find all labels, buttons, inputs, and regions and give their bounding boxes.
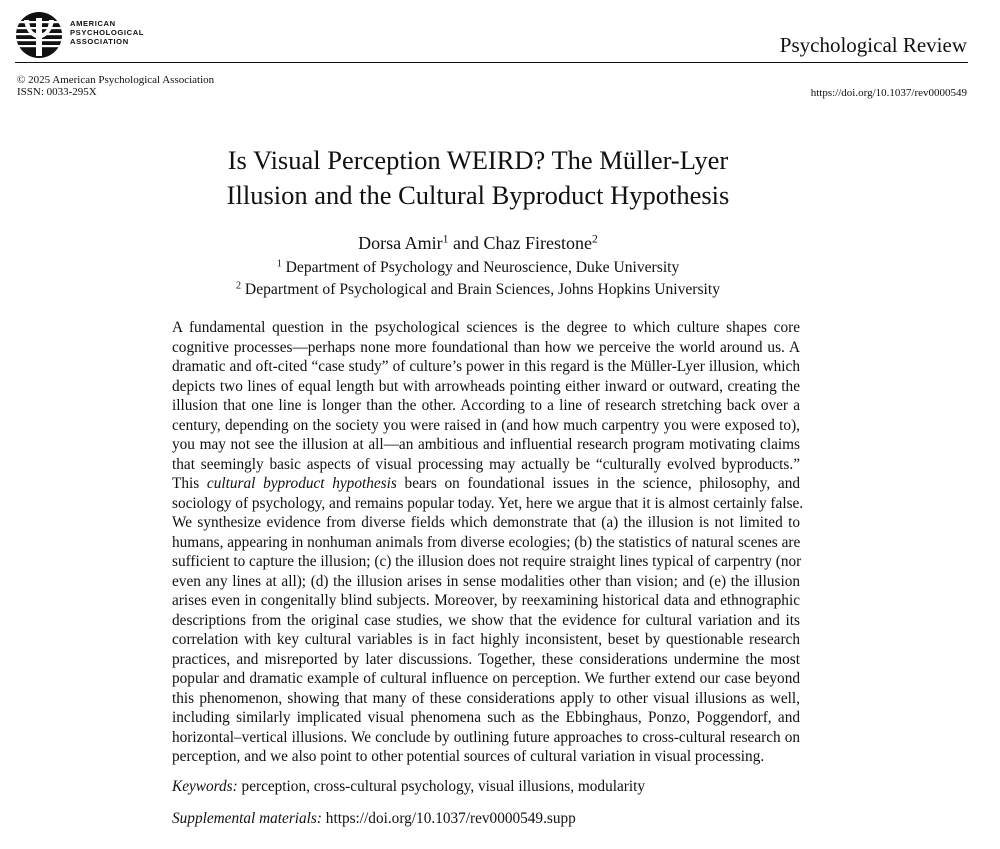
issn: ISSN: 0033-295X — [17, 86, 97, 98]
abstract-line: A fundamental question in the psychologi… — [172, 319, 800, 336]
copyright-block: © 2025 American Psychological Associatio… — [17, 74, 214, 98]
abstract-line: this phenomenon, showing that many of th… — [172, 689, 800, 707]
abstract-line: cognitive processes—perhaps none more fo… — [172, 338, 800, 356]
publisher-line: PSYCHOLOGICAL — [70, 28, 145, 37]
abstract-line: even any lines at all); (d) the illusion… — [172, 572, 800, 590]
authors: Dorsa Amir1 and Chaz Firestone2 — [0, 233, 956, 254]
copyright: © 2025 American Psychological Associatio… — [17, 74, 215, 86]
abstract-line: dramatic and oft-cited “case study” of c… — [172, 358, 800, 375]
abstract-line: We synthesize evidence from diverse fiel… — [172, 514, 800, 531]
abstract-text: bears on foundational issues in the scie… — [396, 475, 800, 492]
article-title: Is Visual Perception WEIRD? The Müller-L… — [0, 143, 956, 213]
supplemental-materials: Supplemental materials: https://doi.org/… — [172, 810, 576, 828]
abstract-line: that seemingly basic aspects of visual p… — [172, 455, 800, 473]
affiliation-sup: 2 — [235, 280, 242, 292]
affiliation: 1 Department of Psychology and Neuroscie… — [0, 259, 956, 277]
publisher-line: ASSOCIATION — [70, 37, 129, 46]
abstract-line: depicts two lines of equal length but wi… — [172, 377, 800, 395]
header-rule — [15, 62, 968, 63]
affiliation-sup: 1 — [276, 258, 282, 270]
abstract-line: horizontal–vertical illusions. We conclu… — [172, 728, 800, 746]
title-line: Illusion and the Cultural Byproduct Hypo… — [226, 180, 730, 210]
abstract-line: you may not see the illusion at all—an a… — [172, 436, 800, 453]
publisher-line: AMERICAN — [70, 19, 116, 28]
abstract-line: sociology of psychology, and remains pop… — [172, 494, 804, 512]
abstract-italic-term: cultural byproduct hypothesis — [206, 475, 397, 492]
author-sup: 2 — [591, 232, 598, 246]
title-line: Is Visual Perception WEIRD? The Müller-L… — [227, 145, 729, 175]
abstract-line: arises even in congenitally blind subjec… — [172, 592, 800, 609]
abstract-line: illusion that one line is longer than th… — [172, 397, 800, 414]
abstract: A fundamental question in the psychologi… — [172, 318, 804, 767]
keywords: Keywords: perception, cross-cultural psy… — [172, 778, 645, 796]
publisher-name: AMERICAN PSYCHOLOGICAL ASSOCIATION — [70, 19, 144, 46]
journal-name: Psychological Review — [779, 33, 967, 57]
abstract-line: including similarly implicated visual ph… — [172, 709, 800, 726]
abstract-line: sufficient to capture the illusion; (c) … — [172, 553, 802, 570]
abstract-line: popular and dramatic example of cultural… — [172, 670, 800, 687]
abstract-line: descriptions from the original case stud… — [172, 611, 800, 629]
keywords-list: perception, cross-cultural psychology, v… — [237, 778, 645, 795]
supplemental-link[interactable]: https://doi.org/10.1037/rev0000549.supp — [321, 810, 576, 827]
author-joiner: and — [448, 233, 484, 253]
affiliation: 2 Department of Psychological and Brain … — [0, 281, 956, 299]
abstract-line: perception, and we also point to other p… — [172, 748, 765, 765]
abstract-line: humans, appearing in nonhuman animals fr… — [172, 533, 801, 551]
abstract-line: practices, and misreported by later disc… — [172, 650, 800, 668]
author-name: Chaz Firestone — [483, 233, 592, 253]
supplemental-label: Supplemental materials: — [172, 810, 322, 827]
author-sup: 1 — [442, 232, 449, 246]
keywords-label: Keywords: — [172, 778, 238, 795]
abstract-line: This cultural byproduct hypothesis bears… — [172, 474, 800, 494]
affiliation-text: Department of Psychological and Brain Sc… — [241, 281, 721, 298]
author-name: Dorsa Amir — [358, 233, 443, 253]
doi-link[interactable]: https://doi.org/10.1037/rev0000549 — [810, 87, 967, 99]
abstract-line: correlation with key cultural variables … — [172, 631, 800, 648]
abstract-text: This — [172, 475, 207, 492]
apa-logo — [16, 12, 62, 58]
abstract-line: century, depending on the society you we… — [172, 416, 800, 434]
affiliation-text: Department of Psychology and Neuroscienc… — [281, 259, 680, 276]
